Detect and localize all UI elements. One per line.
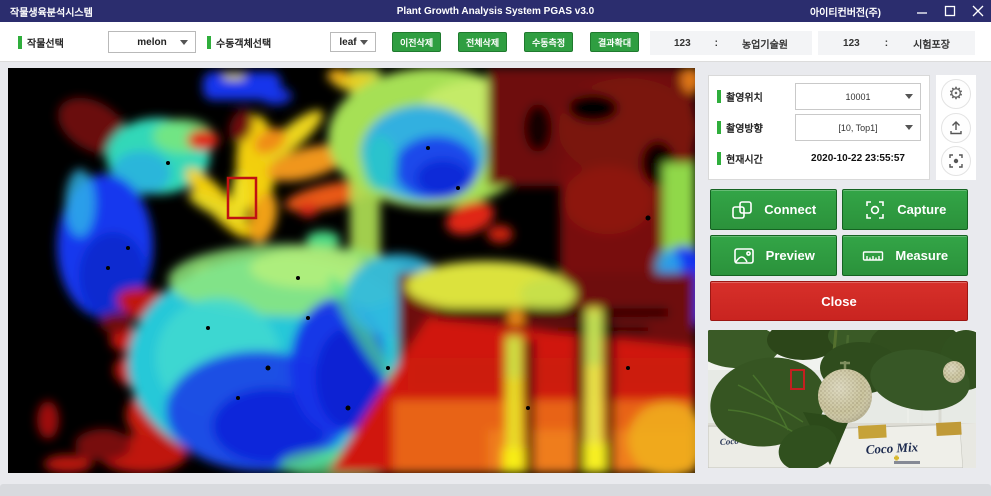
focus-button[interactable] — [941, 146, 971, 177]
site-field-testfield: 123 : 시험포장 — [818, 31, 975, 55]
gear-icon: ⚙ — [948, 84, 964, 104]
manual-measure-button[interactable]: 수동측정 — [524, 32, 574, 52]
site-separator: : — [884, 37, 889, 49]
site-name: 농업기술원 — [741, 39, 788, 51]
delete-previous-button[interactable]: 이전삭제 — [392, 32, 442, 52]
capture-direction-label: 촬영방향 — [717, 120, 795, 135]
crop-select-dropdown[interactable]: melon — [108, 31, 196, 53]
capture-direction-row: 촬영방향 [10, Top1] — [717, 113, 921, 142]
measure-button[interactable]: Measure — [841, 235, 968, 276]
capture-location-dropdown[interactable]: 10001 — [795, 83, 921, 110]
delete-all-button[interactable]: 전체삭제 — [458, 32, 508, 52]
window-controls — [915, 0, 985, 22]
connect-button[interactable]: Connect — [710, 189, 837, 230]
minimize-icon[interactable] — [915, 4, 929, 18]
company-name: 아이티컨버전(주) — [809, 7, 881, 19]
green-tick-icon — [717, 90, 721, 103]
dropdown-arrow-icon — [360, 39, 368, 45]
capture-button[interactable]: Capture — [841, 189, 968, 230]
close-icon[interactable] — [971, 4, 985, 18]
capture-direction-dropdown[interactable]: [10, Top1] — [795, 114, 921, 141]
capture-location-row: 촬영위치 10001 — [717, 82, 921, 111]
focus-icon — [949, 154, 963, 168]
depth-map-image[interactable] — [8, 67, 712, 479]
selection-rectangle-annotation — [226, 176, 258, 220]
upload-button[interactable] — [941, 112, 971, 143]
dropdown-arrow-icon — [180, 39, 188, 45]
action-buttons: Connect Capture Preview — [710, 189, 968, 321]
site-name: 시험포장 — [913, 39, 950, 51]
green-tick-icon — [717, 152, 721, 165]
current-time-row: 현재시간 2020-10-22 23:55:57 — [717, 144, 921, 173]
zoom-result-button[interactable]: 결과확대 — [590, 32, 640, 52]
green-tick-icon — [717, 121, 721, 134]
preview-icon — [733, 247, 754, 264]
crop-select-label: 작물선택 — [18, 22, 64, 62]
preview-button[interactable]: Preview — [710, 235, 837, 276]
dropdown-arrow-icon — [905, 125, 913, 130]
maximize-icon[interactable] — [943, 4, 957, 18]
bag-brand-text: Coco Mix — [865, 439, 919, 457]
measure-icon — [863, 250, 884, 261]
capture-location-label: 촬영위치 — [717, 89, 795, 104]
site-code: 123 — [673, 37, 691, 49]
object-select-dropdown[interactable]: leaf — [330, 32, 376, 52]
app-title: Plant Growth Analysis System PGAS v3.0 — [396, 5, 595, 17]
close-button[interactable]: Close — [710, 281, 968, 321]
title-bar: 작물생육분석시스템 Plant Growth Analysis System P… — [0, 0, 991, 22]
capture-settings-panel: 촬영위치 10001 촬영방향 [10, Top1] 현재시간 2020-10-… — [708, 75, 930, 180]
dropdown-arrow-icon — [905, 94, 913, 99]
current-time-label: 현재시간 — [717, 151, 795, 166]
footer-bar — [0, 484, 991, 496]
site-field-institute: 123 : 농업기술원 — [650, 31, 812, 55]
capture-icon — [866, 200, 884, 219]
reference-photo[interactable]: Coco Mix Coco — [708, 330, 976, 468]
object-select-label: 수동객체선택 — [207, 22, 271, 62]
green-tick-icon — [207, 35, 211, 49]
photo-annotation-rectangle — [790, 369, 805, 390]
site-code: 123 — [843, 37, 860, 49]
toolbar: 작물선택 melon 수동객체선택 leaf 이전삭제 전체삭제 수동측정 결과… — [0, 22, 991, 62]
side-icon-strip: ⚙ — [936, 75, 976, 180]
bag-brand-text-left: Coco — [719, 436, 739, 447]
current-time-value: 2020-10-22 23:55:57 — [811, 153, 905, 164]
settings-button[interactable]: ⚙ — [941, 78, 971, 109]
app-title-korean: 작물생육분석시스템 — [10, 7, 93, 19]
site-separator: : — [714, 37, 718, 49]
green-tick-icon — [18, 35, 22, 49]
upload-icon — [950, 120, 962, 134]
connect-icon — [732, 200, 753, 219]
